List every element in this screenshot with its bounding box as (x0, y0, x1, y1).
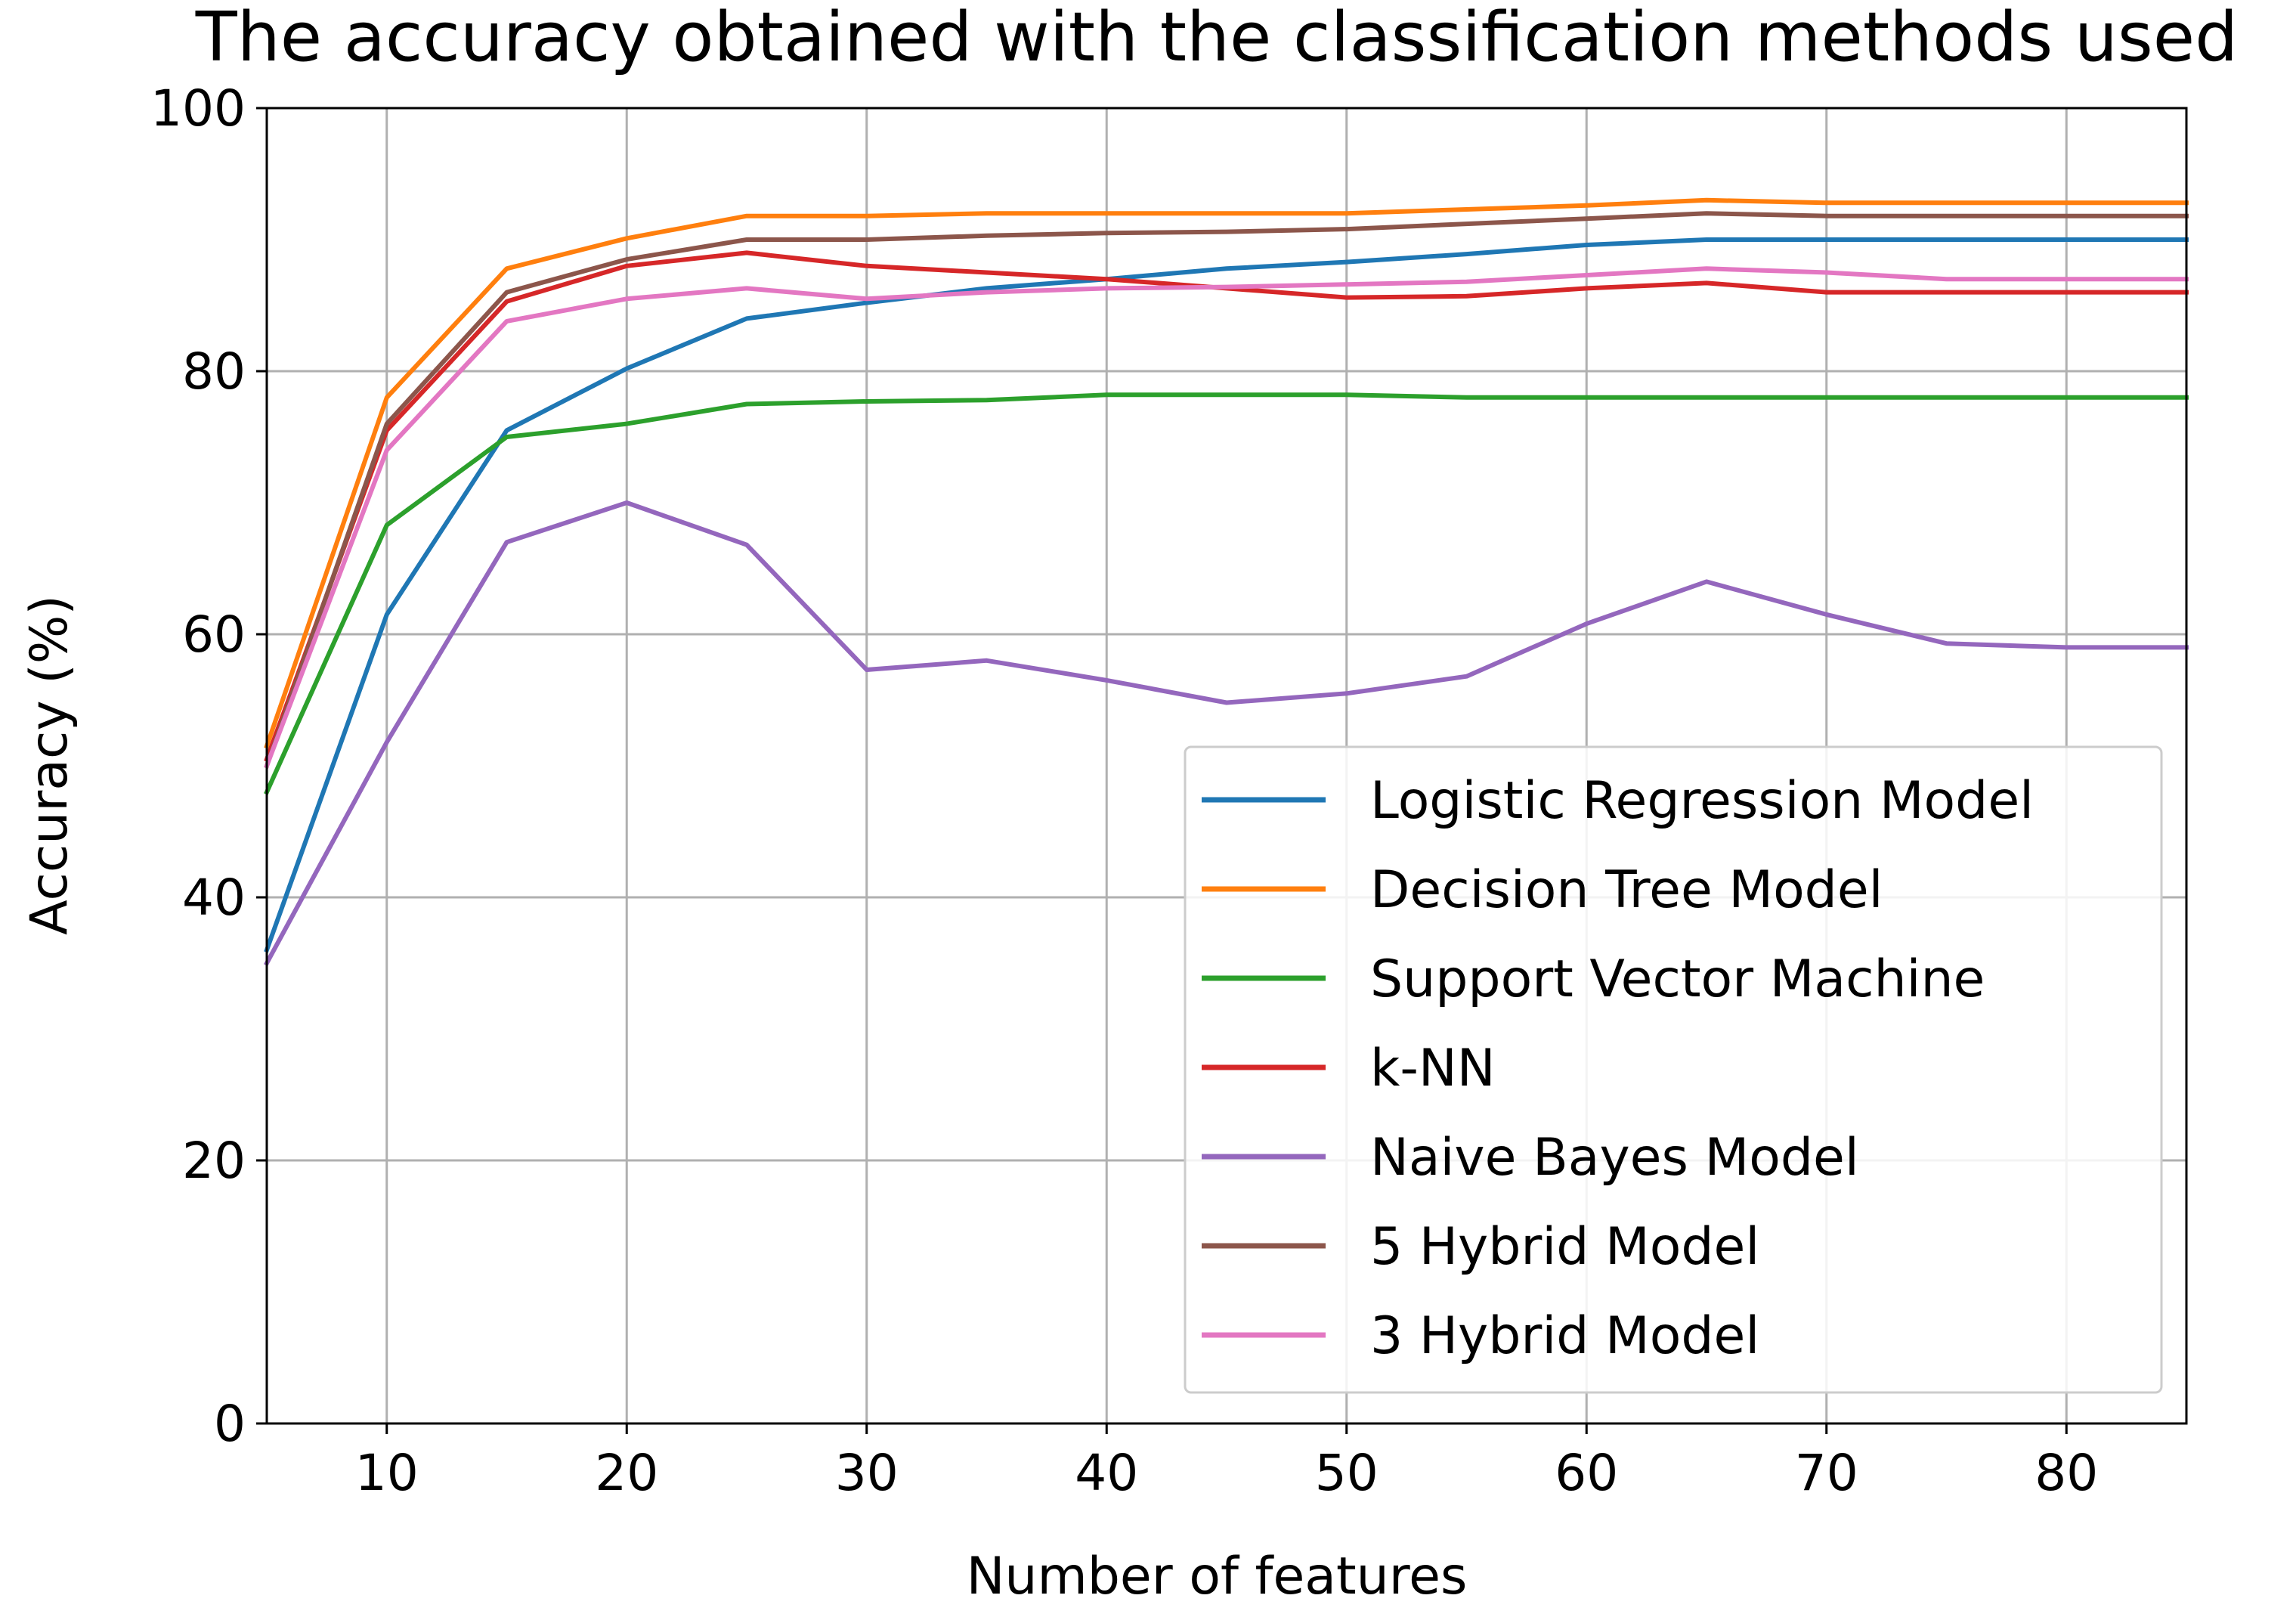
series-lines (263, 197, 2189, 967)
series-line-k-nn (264, 250, 2189, 763)
x-tick-label: 70 (1795, 1444, 1858, 1502)
axis-ticks: 10 20 30 40 50 60 70 80 0 20 40 60 80 100 (150, 79, 2098, 1502)
legend-label: Logistic Regression Model (1370, 771, 2034, 831)
y-tick-label: 80 (182, 342, 246, 401)
y-tick-label: 100 (150, 79, 246, 138)
x-tick-label: 40 (1075, 1444, 1138, 1502)
legend-label: k-NN (1370, 1039, 1496, 1098)
y-tick-label: 60 (182, 606, 246, 664)
legend-label: Support Vector Machine (1370, 949, 1985, 1009)
series-line-3-hybrid-model (264, 266, 2189, 769)
x-tick-label: 50 (1315, 1444, 1379, 1502)
plot-frame (265, 107, 2188, 1425)
legend-label: 5 Hybrid Model (1370, 1217, 1759, 1277)
x-tick-label: 80 (2035, 1444, 2098, 1502)
legend-label: Naive Bayes Model (1370, 1128, 1859, 1188)
series-line-decision-tree-model (264, 197, 2189, 749)
series-line-logistic-regression-model (264, 237, 2189, 953)
y-tick-label: 0 (214, 1395, 246, 1453)
x-axis-label: Number of features (967, 1547, 1468, 1606)
series-line-naive-bayes-model (263, 500, 2189, 967)
x-tick-label: 30 (835, 1444, 899, 1502)
y-axis-label: Accuracy (%) (20, 595, 79, 935)
x-tick-label: 60 (1555, 1444, 1618, 1502)
legend-box (1184, 745, 2163, 1394)
chart-title: The accuracy obtained with the classific… (195, 0, 2239, 77)
x-tick-label: 10 (355, 1444, 419, 1502)
y-tick-label: 20 (182, 1132, 246, 1190)
legend: Logistic Regression Model Decision Tree M… (1184, 745, 2163, 1394)
y-tick-label: 40 (182, 869, 246, 927)
series-line-5-hybrid-model (264, 211, 2189, 769)
legend-label: 3 Hybrid Model (1370, 1306, 1759, 1366)
legend-label: Decision Tree Model (1370, 860, 1883, 920)
series-line-support-vector-machine (264, 392, 2189, 795)
x-tick-label: 20 (595, 1444, 658, 1502)
